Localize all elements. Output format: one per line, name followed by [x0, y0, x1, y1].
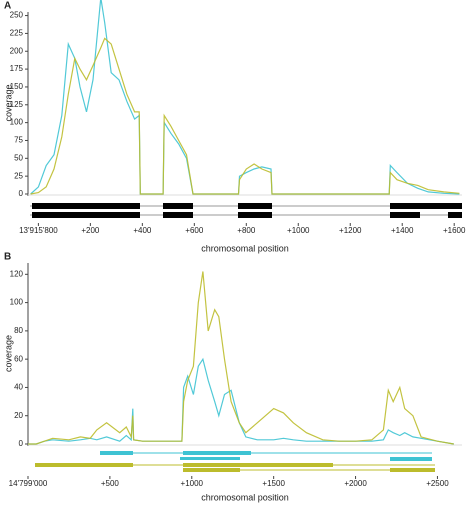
x-tick-label: +1200 — [339, 226, 362, 235]
x-tick-label: +1000 — [287, 226, 310, 235]
y-axis-title: coverage — [3, 335, 13, 372]
coverage-line — [28, 357, 454, 445]
y-tick-label: 100 — [10, 298, 24, 307]
x-axis-title: chromosomal position — [201, 492, 289, 502]
y-tick-label: 150 — [10, 82, 24, 91]
y-tick-label: 20 — [14, 411, 23, 420]
x-tick-label: +200 — [81, 226, 100, 235]
y-tick-label: 0 — [19, 189, 24, 198]
gene-track-a — [30, 203, 462, 218]
x-tick-label: +2500 — [426, 479, 449, 488]
panel-label: A — [4, 1, 11, 12]
y-tick-label: 75 — [14, 136, 23, 145]
x-tick-label: +400 — [133, 226, 152, 235]
y-tick-label: 25 — [14, 171, 23, 180]
x-axis-title: chromosomal position — [201, 243, 289, 253]
y-tick-label: 200 — [10, 46, 24, 55]
y-tick-label: 120 — [10, 269, 24, 278]
x-tick-label: +1400 — [391, 226, 414, 235]
panel-label: B — [4, 252, 11, 263]
coverage-line — [28, 271, 454, 445]
gene-track-b — [35, 451, 435, 472]
x-tick-label: 14'799'000 — [9, 479, 48, 488]
y-tick-label: 60 — [14, 354, 23, 363]
y-tick-label: 225 — [10, 29, 24, 38]
y-tick-label: 250 — [10, 11, 24, 20]
y-tick-label: 40 — [14, 383, 23, 392]
y-tick-label: 100 — [10, 118, 24, 127]
coverage-line — [30, 0, 460, 195]
x-tick-label: +600 — [185, 226, 204, 235]
y-tick-label: 125 — [10, 100, 24, 109]
x-tick-label: +1000 — [181, 479, 204, 488]
x-tick-label: +800 — [237, 226, 256, 235]
y-axis-title: coverage — [3, 84, 13, 121]
coverage-line — [30, 37, 460, 195]
x-tick-label: +2000 — [344, 479, 367, 488]
y-tick-label: 80 — [14, 326, 23, 335]
y-tick-label: 175 — [10, 64, 24, 73]
x-tick-label: +500 — [101, 479, 120, 488]
x-tick-label: 13'915'800 — [19, 226, 58, 235]
y-tick-label: 0 — [19, 439, 24, 448]
x-tick-label: +1600 — [443, 226, 466, 235]
y-tick-label: 50 — [14, 153, 23, 162]
x-tick-label: +1500 — [262, 479, 285, 488]
